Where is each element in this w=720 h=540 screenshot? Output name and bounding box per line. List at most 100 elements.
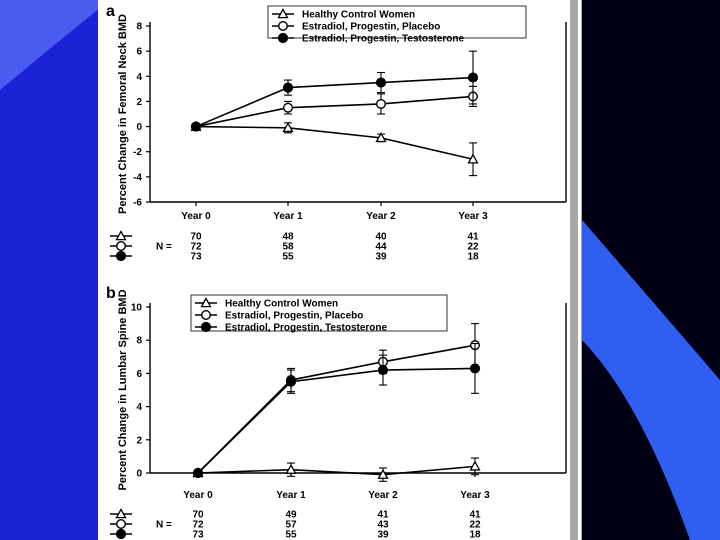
series-0 [190, 120, 479, 177]
y-axis-label: Percent Change in Femoral Neck BMD [117, 14, 129, 214]
legend-label: Estradiol, Progestin, Testosterone [225, 323, 388, 334]
y-tick-label: -2 [133, 147, 142, 158]
legend-marker [277, 21, 288, 32]
x-tick-label: Year 3 [458, 211, 488, 222]
series-0 [192, 457, 481, 482]
data-point [467, 153, 479, 164]
series-2 [192, 342, 481, 479]
legend-marker [277, 32, 289, 44]
n-value: 22 [469, 520, 481, 531]
n-value: 41 [469, 510, 481, 521]
data-point [467, 72, 479, 83]
panel-a-letter: a [106, 3, 115, 20]
series-line [195, 76, 474, 128]
n-value: 18 [467, 252, 479, 263]
n-value: 57 [285, 520, 297, 531]
y-tick-label: 4 [136, 72, 142, 83]
y-tick-label: 8 [136, 336, 142, 347]
n-table: N = 70 48 40 41 72 58 44 22 73 55 39 18 [110, 230, 479, 263]
x-tick-label: Year 1 [276, 490, 306, 501]
n-value: 55 [285, 530, 297, 540]
n-value: 73 [190, 252, 202, 263]
panel-a: a -6 -4 -2 0 2 4 6 8 Percent Change in Femoral Ne… [106, 3, 567, 263]
legend-box [190, 294, 448, 332]
n-value: 41 [467, 232, 479, 243]
y-tick-label: 0 [136, 122, 142, 133]
n-value: 18 [469, 530, 481, 540]
series-1 [190, 85, 479, 132]
n-row-marker [115, 250, 127, 262]
data-point [282, 82, 294, 93]
y-axis-label: Percent Change in Lumbar Spine BMD [117, 289, 129, 490]
legend-marker [200, 321, 212, 333]
n-value: 40 [375, 232, 387, 243]
legend-label: Healthy Control Women [302, 10, 415, 21]
figure-panel: a -6 -4 -2 0 2 4 6 8 Percent Change in Femoral Ne… [98, 0, 570, 540]
legend-label: Healthy Control Women [225, 299, 338, 310]
y-tick-label: 8 [136, 22, 142, 33]
y-tick-label: 2 [136, 435, 142, 446]
data-point [469, 363, 481, 374]
data-point [285, 376, 297, 387]
n-value: 70 [192, 510, 204, 521]
n-value: 44 [375, 242, 387, 253]
y-tick-label: 6 [136, 369, 142, 380]
n-label: N = [156, 520, 172, 531]
panel-b-letter: b [106, 285, 116, 302]
n-value: 73 [192, 530, 204, 540]
series-line [195, 125, 474, 161]
n-row-marker [115, 528, 127, 540]
n-row-marker [115, 230, 127, 241]
n-value: 48 [282, 232, 294, 243]
data-point [282, 121, 294, 133]
y-tick-label: 0 [136, 469, 142, 480]
legend-label: Estradiol, Progestin, Placebo [225, 311, 363, 322]
y-tick-label: 6 [136, 47, 142, 58]
n-row-marker [116, 240, 127, 251]
n-value: 43 [377, 520, 389, 531]
x-tick-label: Year 0 [183, 490, 213, 501]
y-tick-label: -6 [133, 198, 142, 209]
n-table: N = 70 49 41 41 72 57 43 22 73 55 39 18 [110, 508, 481, 540]
data-point [190, 121, 202, 132]
y-tick-label: -4 [133, 172, 142, 183]
y-tick-label: 2 [136, 97, 142, 108]
n-value: 41 [377, 510, 389, 521]
data-point [469, 460, 481, 471]
data-point [376, 98, 387, 109]
n-value: 58 [282, 242, 294, 253]
n-value: 39 [375, 252, 387, 263]
n-value: 22 [467, 242, 479, 253]
y-tick-label: 10 [131, 303, 143, 314]
n-value: 49 [285, 510, 297, 521]
chart-svg: a -6 -4 -2 0 2 4 6 8 Percent Change in Femoral Ne… [106, 3, 567, 540]
legend-box [267, 5, 527, 39]
n-value: 55 [282, 252, 294, 263]
x-tick-label: Year 2 [368, 490, 398, 501]
y-tick-label: 4 [136, 402, 142, 413]
data-point [375, 132, 387, 143]
legend-marker [200, 297, 212, 308]
series-line [195, 95, 474, 128]
series-line [197, 367, 476, 474]
series-line [197, 465, 476, 476]
n-value: 70 [190, 232, 202, 243]
legend-label: Estradiol, Progestin, Placebo [302, 22, 440, 33]
series-2 [190, 50, 479, 132]
n-value: 72 [192, 520, 204, 531]
x-tick-label: Year 2 [366, 211, 396, 222]
n-value: 72 [190, 242, 202, 253]
data-point [377, 468, 389, 479]
x-tick-label: Year 0 [181, 211, 211, 222]
n-row-marker [115, 508, 127, 519]
n-label: N = [156, 242, 172, 253]
series-1 [192, 323, 481, 479]
legend-marker [200, 310, 211, 321]
data-point [377, 364, 389, 376]
x-tick-label: Year 3 [460, 490, 490, 501]
data-point [192, 467, 204, 479]
data-point [285, 463, 297, 474]
